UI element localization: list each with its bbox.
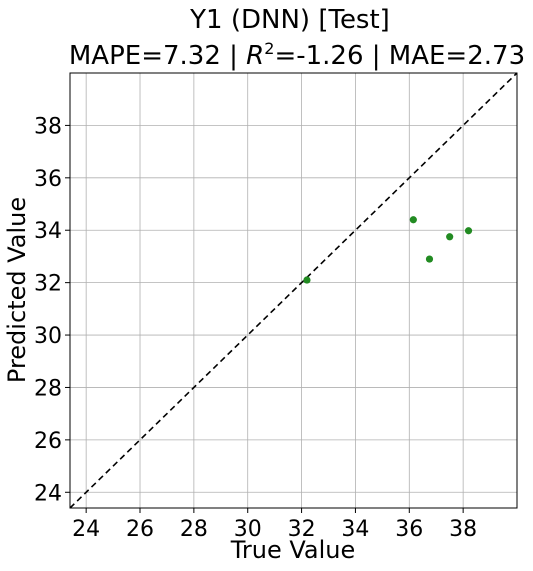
- x-tick-label: 26: [126, 517, 154, 542]
- y-tick-label: 36: [34, 167, 62, 192]
- data-point: [446, 233, 453, 240]
- x-tick-label: 36: [395, 517, 423, 542]
- y-tick-label: 32: [34, 272, 62, 297]
- data-point: [465, 227, 472, 234]
- chart-title-line2: MAPE=7.32 | R2=-1.26 | MAE=2.73: [69, 39, 525, 71]
- y-tick-labels: 24 26 28 30 32 34 36 38: [34, 114, 70, 506]
- title-r-sup: 2: [264, 39, 274, 58]
- x-tick-label: 24: [72, 517, 100, 542]
- x-tick-label: 38: [449, 517, 477, 542]
- y-tick-label: 26: [34, 429, 62, 454]
- x-tick-label: 28: [180, 517, 208, 542]
- reference-line-layer: [70, 73, 517, 508]
- y-tick-label: 24: [34, 481, 62, 506]
- data-point: [410, 216, 417, 223]
- title-r: R: [246, 41, 264, 71]
- data-points: [303, 216, 472, 283]
- data-point: [426, 255, 433, 262]
- y-axis-label: Predicted Value: [3, 197, 31, 383]
- data-point: [303, 276, 310, 283]
- y-tick-label: 28: [34, 376, 62, 401]
- y-tick-label: 38: [34, 114, 62, 139]
- identity-reference-line: [70, 73, 517, 508]
- x-axis-label: True Value: [230, 536, 356, 564]
- title-mape: MAPE=7.32 |: [69, 41, 246, 71]
- y-tick-label: 34: [34, 219, 62, 244]
- chart-title-line1: Y1 (DNN) [Test]: [189, 5, 390, 35]
- title-rest: =-1.26 | MAE=2.73: [274, 41, 525, 71]
- y-tick-label: 30: [34, 324, 62, 349]
